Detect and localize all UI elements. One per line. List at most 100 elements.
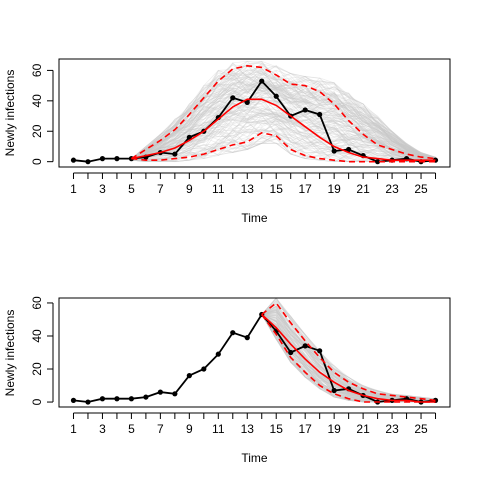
simulation-trajectory bbox=[131, 70, 436, 160]
simulation-trajectory bbox=[131, 132, 436, 163]
observed-point bbox=[85, 399, 91, 405]
observed-point bbox=[201, 366, 207, 372]
x-tick-label: 5 bbox=[128, 182, 135, 196]
simulation-trajectory bbox=[131, 96, 436, 161]
simulation-trajectory bbox=[131, 60, 436, 159]
simulation-trajectory bbox=[131, 71, 436, 160]
simulation-trajectory bbox=[131, 120, 436, 161]
x-tick-label: 7 bbox=[157, 422, 164, 436]
simulation-trajectory bbox=[131, 110, 436, 161]
observed-point bbox=[259, 78, 265, 84]
y-tick-label: 20 bbox=[30, 124, 44, 138]
observed-point bbox=[244, 99, 250, 105]
simulation-trajectory bbox=[131, 60, 436, 159]
lower-band-line bbox=[131, 131, 436, 163]
observed-point bbox=[244, 335, 250, 341]
simulation-trajectory bbox=[131, 75, 436, 160]
simulation-trajectory bbox=[131, 112, 436, 160]
simulation-trajectory bbox=[131, 98, 436, 160]
simulation-trajectory bbox=[131, 87, 436, 160]
y-tick-label: 60 bbox=[30, 63, 44, 77]
simulation-trajectory bbox=[131, 115, 436, 161]
simulation-trajectory bbox=[131, 98, 436, 161]
observed-point bbox=[331, 148, 337, 154]
simulation-trajectory bbox=[261, 302, 436, 400]
x-tick-label: 9 bbox=[186, 422, 193, 436]
simulation-trajectory bbox=[131, 118, 436, 161]
x-tick-label: 19 bbox=[327, 182, 341, 196]
simulation-trajectory bbox=[131, 108, 436, 161]
simulation-trajectory bbox=[131, 114, 436, 161]
simulation-trajectory bbox=[131, 119, 436, 161]
simulation-trajectory bbox=[131, 82, 436, 160]
simulation-trajectory bbox=[131, 106, 436, 160]
simulation-trajectory bbox=[131, 97, 436, 160]
simulation-trajectory bbox=[131, 90, 436, 160]
observed-point bbox=[70, 397, 77, 403]
plot-box bbox=[58, 58, 451, 168]
simulation-trajectory bbox=[131, 135, 436, 162]
simulation-trajectory bbox=[261, 301, 436, 400]
simulation-trajectory bbox=[131, 85, 436, 160]
plot-box bbox=[58, 297, 451, 408]
simulation-trajectory bbox=[261, 306, 436, 400]
y-axis-title: Newly infections bbox=[3, 310, 17, 397]
simulation-trajectory bbox=[131, 83, 436, 160]
simulation-trajectory bbox=[131, 76, 436, 160]
simulation-trajectory bbox=[131, 75, 436, 160]
simulation-trajectory bbox=[131, 66, 436, 160]
simulation-trajectory bbox=[131, 81, 436, 160]
simulation-trajectory bbox=[261, 301, 436, 400]
simulation-trajectory bbox=[131, 80, 436, 160]
simulation-trajectory bbox=[131, 83, 436, 160]
upper-band-line bbox=[130, 64, 436, 160]
x-tick-label: 17 bbox=[299, 182, 313, 196]
x-tick-label: 3 bbox=[99, 182, 106, 196]
simulation-trajectory bbox=[131, 82, 436, 160]
y-tick-label: 0 bbox=[30, 398, 44, 405]
simulation-trajectory bbox=[131, 94, 436, 160]
simulation-trajectory bbox=[131, 91, 436, 160]
x-tick-label: 25 bbox=[414, 182, 428, 196]
observed-point bbox=[128, 396, 135, 402]
simulation-trajectory bbox=[131, 65, 436, 159]
simulation-trajectory bbox=[131, 71, 436, 160]
simulation-trajectory bbox=[131, 112, 436, 161]
simulation-trajectory bbox=[131, 87, 436, 160]
observed-point bbox=[143, 394, 149, 400]
simulation-trajectory bbox=[131, 100, 436, 161]
observed-point bbox=[346, 146, 352, 153]
simulation-trajectory bbox=[131, 75, 436, 160]
simulation-trajectory bbox=[131, 119, 436, 162]
simulation-trajectory bbox=[131, 127, 436, 162]
simulation-trajectory bbox=[131, 69, 436, 160]
y-tick-label: 60 bbox=[30, 296, 44, 310]
simulation-trajectory bbox=[131, 87, 436, 160]
observed-point bbox=[70, 157, 77, 163]
x-tick-label: 13 bbox=[241, 182, 255, 196]
x-tick-label: 21 bbox=[356, 182, 370, 196]
simulation-trajectory bbox=[131, 114, 436, 161]
y-tick-label: 20 bbox=[30, 362, 44, 376]
simulation-trajectory bbox=[131, 128, 436, 162]
simulation-trajectory bbox=[131, 64, 436, 160]
simulation-trajectory bbox=[131, 87, 436, 160]
simulation-trajectory bbox=[131, 112, 436, 161]
x-tick-label: 9 bbox=[186, 182, 193, 196]
y-tick-label: 40 bbox=[30, 329, 44, 343]
simulation-trajectory bbox=[131, 129, 436, 162]
observed-point bbox=[302, 107, 308, 113]
simulation-trajectory bbox=[131, 84, 436, 160]
simulation-trajectory bbox=[131, 72, 436, 160]
simulation-trajectory bbox=[131, 123, 436, 161]
simulation-trajectory bbox=[131, 103, 436, 161]
simulation-trajectory bbox=[131, 134, 436, 163]
observed-point bbox=[172, 151, 178, 157]
simulation-trajectory bbox=[131, 62, 436, 160]
simulation-trajectory bbox=[131, 79, 436, 160]
mean-fit-line bbox=[261, 313, 436, 403]
simulation-trajectory bbox=[131, 126, 436, 162]
simulation-trajectory bbox=[131, 93, 436, 160]
